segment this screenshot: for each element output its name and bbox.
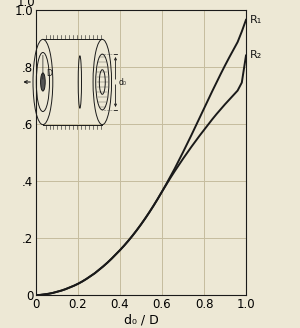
Text: D: D [46,69,52,78]
Text: 1.0: 1.0 [16,0,35,9]
Text: d₀: d₀ [118,77,126,87]
X-axis label: d₀ / D: d₀ / D [124,314,158,327]
Ellipse shape [40,73,45,91]
Text: R₁: R₁ [250,15,262,25]
Text: R₂: R₂ [250,51,262,60]
Ellipse shape [99,70,105,94]
